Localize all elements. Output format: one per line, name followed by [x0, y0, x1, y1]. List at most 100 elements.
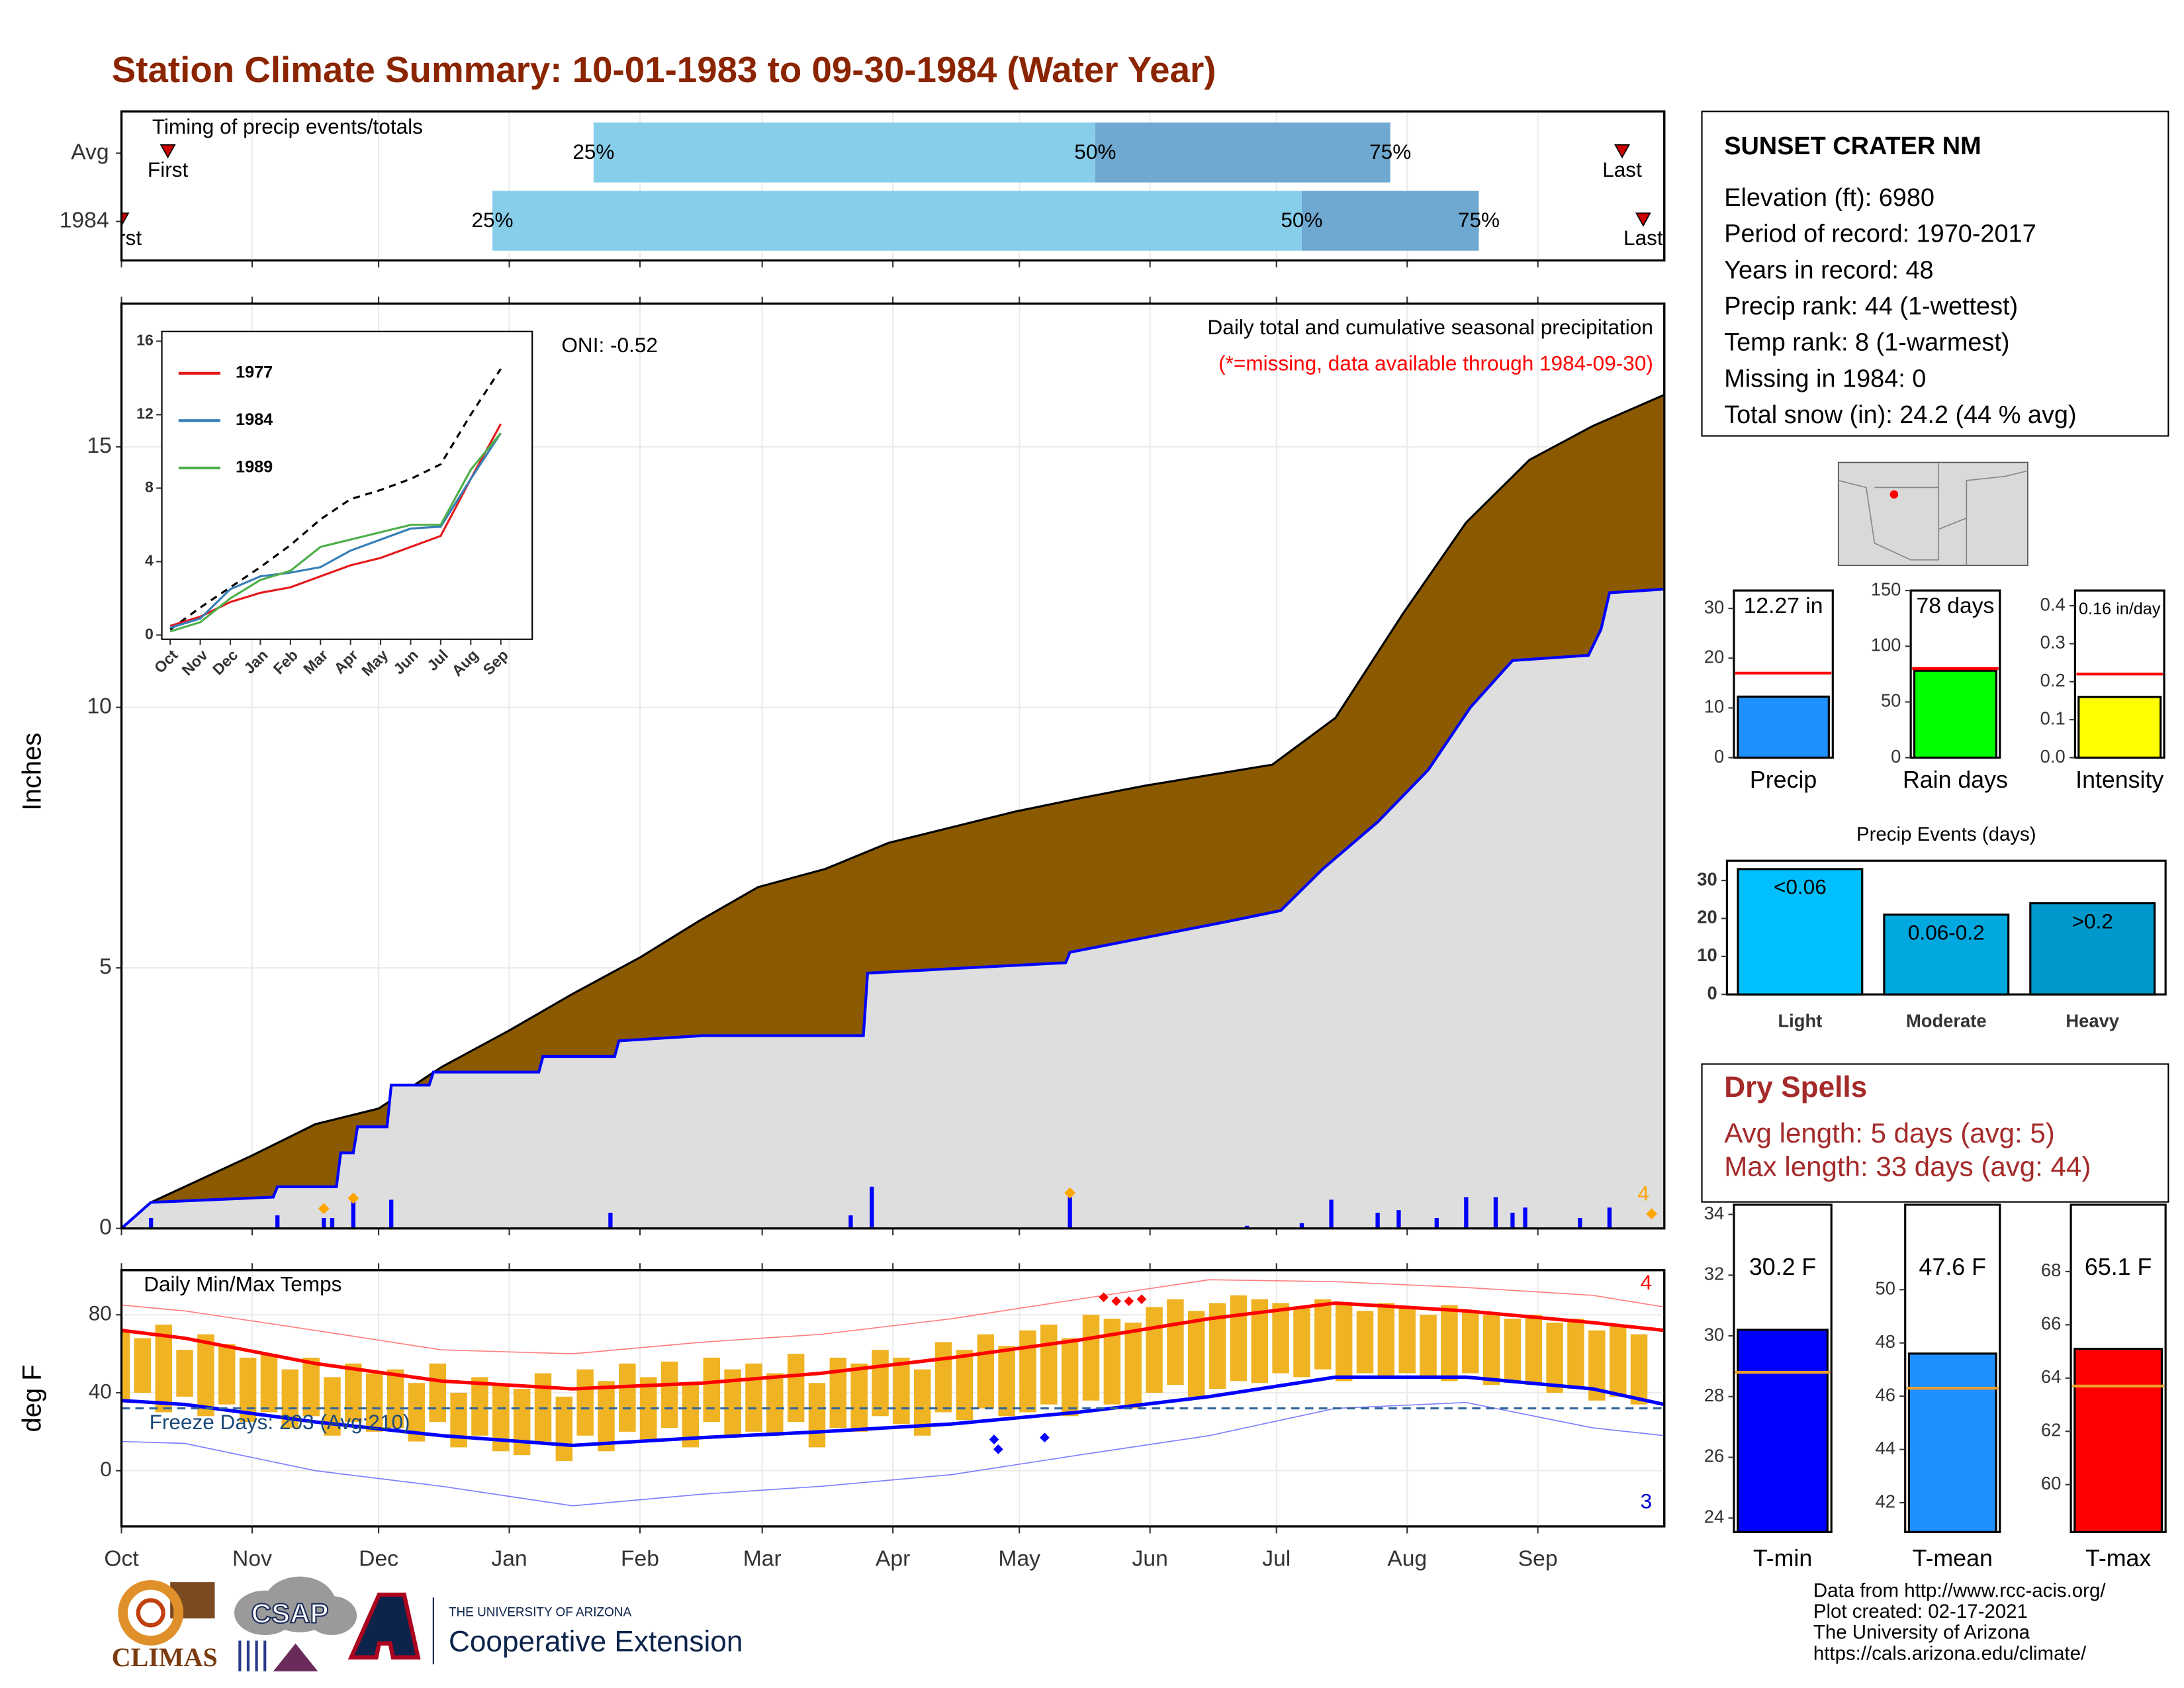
x-tick-label: Jan: [491, 1546, 527, 1571]
category-label: T-min: [1753, 1545, 1812, 1571]
temp-range-bar: [1335, 1305, 1353, 1382]
y-tick-label: 64: [2041, 1366, 2061, 1387]
temp-range-bar: [197, 1334, 214, 1417]
y-tick-label: 46: [1876, 1384, 1895, 1405]
plot-area: 25% 50% 75% First Last 25% 50% 75% First Last: [121, 122, 1663, 251]
daily-bar: [1493, 1197, 1498, 1229]
event-marker: [121, 212, 130, 227]
record-marker: [1111, 1296, 1122, 1306]
record-count: 4: [1641, 1270, 1653, 1294]
temp-range-bar: [872, 1350, 889, 1417]
inset-frame: [161, 330, 533, 640]
csap-mountain: [273, 1643, 318, 1671]
temp-range-bar: [1019, 1330, 1036, 1413]
oni-annotation: ONI: -0.52: [561, 333, 658, 357]
temp-range-bar: [619, 1363, 636, 1432]
temp-range-bar: [787, 1354, 805, 1423]
temp-range-bar: [1482, 1315, 1500, 1385]
y-tick-label: 0: [1707, 982, 1717, 1003]
value-label: 0.16 in/day: [2079, 600, 2161, 618]
daily-bar: [870, 1186, 874, 1229]
category-label: Moderate: [1906, 1011, 1987, 1031]
dry-spells-line: Max length: 33 days (avg: 44): [1724, 1150, 2091, 1182]
record-marker: [1136, 1294, 1147, 1305]
daily-bar: [275, 1215, 280, 1229]
y-tick-label: 80: [89, 1301, 112, 1325]
row-label: Avg: [71, 140, 109, 164]
daily-bar: [1396, 1210, 1401, 1229]
value-label: 30.2 F: [1749, 1254, 1816, 1280]
y-tick-label: 0: [100, 1457, 112, 1481]
y-tick-label: 40: [89, 1379, 112, 1403]
temp-range-bar: [1040, 1324, 1058, 1405]
temp-range-bar: [1272, 1303, 1289, 1374]
temp-range-bar: [1609, 1326, 1627, 1397]
ua-logo: [347, 1592, 421, 1660]
x-tick-label: Nov: [232, 1546, 272, 1571]
y-tick-label: 10: [87, 694, 111, 719]
bar: [2077, 696, 2162, 759]
temp-range-bar: [703, 1357, 720, 1423]
y-tick-label: 20: [1704, 646, 1724, 667]
daily-bar: [322, 1217, 326, 1229]
y-tick-label: 66: [2041, 1313, 2061, 1334]
category-label: T-mean: [1913, 1545, 1993, 1571]
station-line: Total snow (in): 24.2 (44 % avg): [1724, 401, 2076, 429]
y-tick-label: 4: [145, 552, 154, 569]
temp-range-bar: [1441, 1305, 1458, 1382]
event-marker: [1614, 144, 1630, 159]
temp-range-bar: [1124, 1323, 1142, 1409]
x-tick-label: Feb: [621, 1546, 659, 1571]
bin-label: 0.06-0.2: [1908, 921, 1985, 945]
y-tick-label: 20: [1697, 907, 1717, 927]
y-tick-label: 48: [1876, 1331, 1895, 1352]
normal-line: [121, 1375, 1664, 1448]
series-line: [169, 432, 502, 633]
temp-range-bar: [1082, 1315, 1100, 1401]
temp-range-bar: [1293, 1307, 1310, 1378]
temp-range-bar: [1377, 1303, 1395, 1378]
temp-range-bar: [893, 1357, 910, 1425]
y-tick-label: 34: [1704, 1203, 1724, 1223]
bar: [2073, 1347, 2163, 1533]
y-tick-label: 30: [1697, 868, 1717, 889]
temp-range-bar: [218, 1344, 236, 1405]
csap-bars: [238, 1640, 267, 1671]
y-tick-label: 30: [1704, 1324, 1724, 1344]
value-label: 65.1 F: [2085, 1254, 2152, 1280]
panel-title: Precip Events (days): [1856, 823, 2036, 845]
plot-area: [121, 393, 1664, 1229]
csap-logo: CSAP: [251, 1598, 329, 1629]
daily-bar: [1434, 1217, 1439, 1229]
category-label: Light: [1778, 1011, 1822, 1031]
temp-range-bar: [387, 1369, 404, 1428]
extension-name: Cooperative Extension: [449, 1625, 743, 1658]
temp-range-bar: [1167, 1299, 1184, 1385]
y-tick-label: 15: [87, 434, 111, 458]
quartile-label: 50%: [1281, 208, 1322, 232]
bin-label: >0.2: [2072, 909, 2113, 933]
footer-line: The University of Arizona: [1813, 1622, 2030, 1644]
map-border: [1874, 462, 1968, 566]
daily-bar: [330, 1217, 335, 1229]
temp-range-bar: [1420, 1315, 1437, 1378]
category-label: Intensity: [2075, 767, 2163, 793]
y-tick-label: 62: [2041, 1420, 2061, 1440]
footer-line: Plot created: 02-17-2021: [1813, 1601, 2028, 1622]
record-marker: [318, 1203, 330, 1215]
legend-label: 1989: [236, 458, 273, 477]
quartile-bar: [1301, 191, 1479, 251]
record-marker: [1646, 1208, 1658, 1220]
dry-spells-title: Dry Spells: [1724, 1071, 1867, 1103]
y-tick-label: 50: [1876, 1278, 1895, 1298]
climas-logo: CLIMAS: [112, 1642, 218, 1672]
record-marker: [347, 1192, 359, 1204]
quartile-bar: [1095, 122, 1390, 183]
quartile-bar: [492, 191, 1302, 251]
temp-range-bar: [345, 1363, 362, 1423]
bar: [1737, 868, 1864, 996]
climas-swirl: [118, 1579, 184, 1646]
dry-spells-box: [1701, 1063, 2169, 1203]
event-label: First: [148, 158, 189, 181]
